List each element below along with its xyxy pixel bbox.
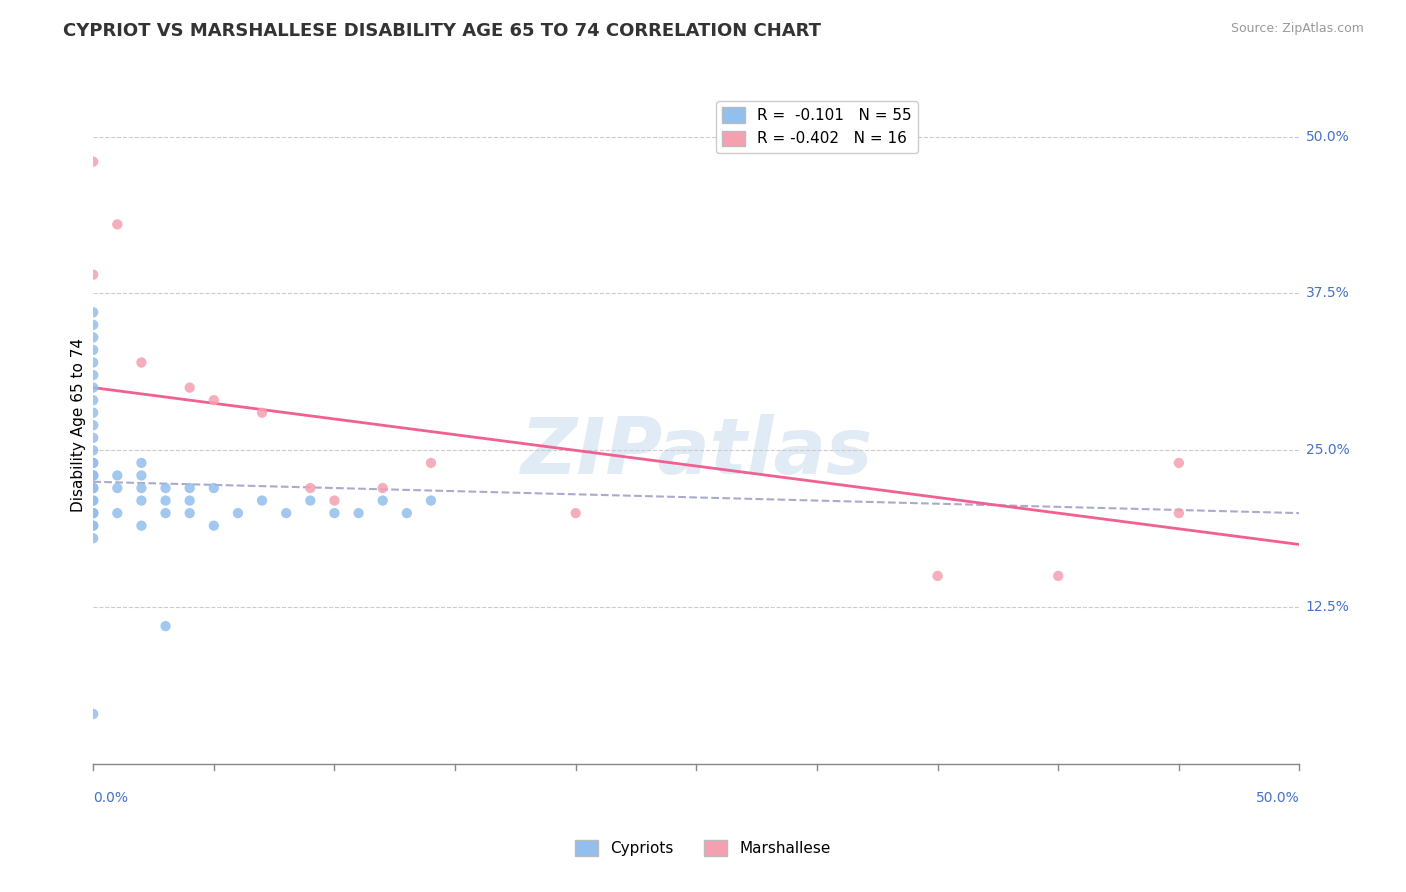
Point <box>155 506 177 520</box>
Point <box>82 518 104 533</box>
Point <box>420 456 443 470</box>
Point <box>131 456 153 470</box>
Point <box>179 481 201 495</box>
Point <box>82 393 104 408</box>
Point <box>82 481 104 495</box>
Point <box>420 493 443 508</box>
Point <box>564 506 586 520</box>
Point <box>82 468 104 483</box>
Point <box>82 706 104 721</box>
Point <box>82 468 104 483</box>
Point <box>131 518 153 533</box>
Point <box>82 355 104 369</box>
Point <box>1047 569 1070 583</box>
Point <box>323 493 346 508</box>
Point <box>82 481 104 495</box>
Point <box>371 481 394 495</box>
Text: CYPRIOT VS MARSHALLESE DISABILITY AGE 65 TO 74 CORRELATION CHART: CYPRIOT VS MARSHALLESE DISABILITY AGE 65… <box>63 22 821 40</box>
Point <box>131 468 153 483</box>
Legend: R =  -0.101   N = 55, R = -0.402   N = 16: R = -0.101 N = 55, R = -0.402 N = 16 <box>716 101 918 153</box>
Legend: Cypriots, Marshallese: Cypriots, Marshallese <box>569 834 837 862</box>
Text: 0.0%: 0.0% <box>93 791 128 805</box>
Point <box>82 493 104 508</box>
Point <box>179 506 201 520</box>
Point <box>155 619 177 633</box>
Point <box>202 518 225 533</box>
Point <box>82 268 104 282</box>
Point <box>179 381 201 395</box>
Point <box>299 493 322 508</box>
Point <box>82 456 104 470</box>
Text: 50.0%: 50.0% <box>1306 129 1350 144</box>
Point <box>82 506 104 520</box>
Point <box>250 493 273 508</box>
Point <box>105 218 128 232</box>
Point <box>226 506 249 520</box>
Text: ZIPatlas: ZIPatlas <box>520 415 873 491</box>
Text: 25.0%: 25.0% <box>1306 443 1350 458</box>
Point <box>105 506 128 520</box>
Point <box>202 481 225 495</box>
Point <box>131 493 153 508</box>
Point <box>323 506 346 520</box>
Text: 50.0%: 50.0% <box>1256 791 1299 805</box>
Point <box>82 468 104 483</box>
Text: 12.5%: 12.5% <box>1306 600 1350 615</box>
Point <box>131 355 153 369</box>
Point <box>82 518 104 533</box>
Point <box>299 481 322 495</box>
Text: Source: ZipAtlas.com: Source: ZipAtlas.com <box>1230 22 1364 36</box>
Point <box>82 330 104 344</box>
Point <box>155 493 177 508</box>
Point <box>82 456 104 470</box>
Point <box>82 506 104 520</box>
Point <box>105 481 128 495</box>
Point <box>82 343 104 357</box>
Point <box>82 493 104 508</box>
Point <box>347 506 370 520</box>
Point <box>927 569 949 583</box>
Point <box>82 305 104 319</box>
Point <box>82 506 104 520</box>
Point <box>179 493 201 508</box>
Point <box>82 318 104 332</box>
Point <box>82 531 104 545</box>
Point <box>276 506 298 520</box>
Point <box>82 381 104 395</box>
Point <box>1167 506 1189 520</box>
Point <box>371 493 394 508</box>
Point <box>395 506 418 520</box>
Point <box>105 468 128 483</box>
Y-axis label: Disability Age 65 to 74: Disability Age 65 to 74 <box>72 338 86 512</box>
Point <box>82 481 104 495</box>
Point <box>155 481 177 495</box>
Point <box>131 481 153 495</box>
Point <box>202 393 225 408</box>
Point <box>250 406 273 420</box>
Text: 37.5%: 37.5% <box>1306 286 1350 301</box>
Point <box>82 431 104 445</box>
Point <box>82 368 104 382</box>
Point <box>82 418 104 433</box>
Point <box>82 154 104 169</box>
Point <box>82 443 104 458</box>
Point <box>1167 456 1189 470</box>
Point <box>82 406 104 420</box>
